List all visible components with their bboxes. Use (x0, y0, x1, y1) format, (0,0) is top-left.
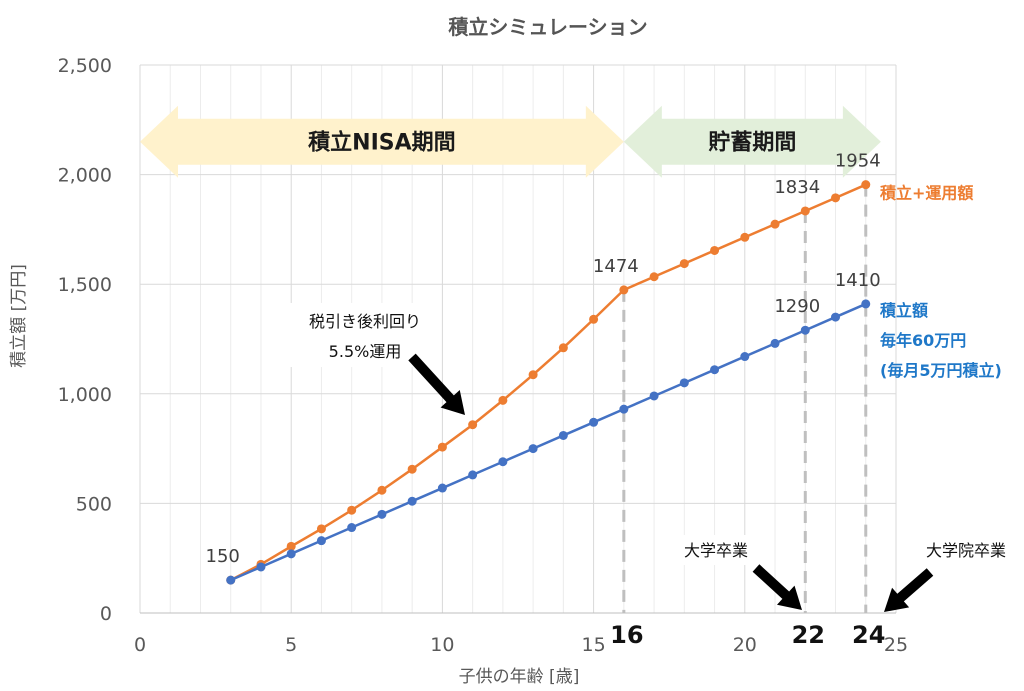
data-point-orange (770, 219, 780, 229)
x-tick-label: 15 (582, 634, 606, 656)
data-label: 1954 (835, 151, 881, 172)
x-axis-title: 子供の年齢 [歳] (459, 667, 580, 687)
data-point-blue (377, 509, 387, 519)
y-tick-label: 1,500 (58, 274, 112, 296)
series-line-orange (230, 183, 867, 582)
series-label-blue: 積立額 (879, 301, 928, 320)
data-label: 1834 (774, 177, 820, 198)
y-axis-title: 積立額 [万円] (9, 264, 29, 368)
data-point-blue (649, 391, 659, 401)
data-label: 150 (206, 546, 240, 567)
data-point-blue (740, 352, 750, 362)
data-point-orange (679, 259, 689, 269)
data-point-blue (226, 575, 236, 585)
grad-school-label-box (912, 535, 1020, 565)
data-point-blue (256, 562, 266, 572)
data-point-orange (468, 420, 478, 430)
data-point-blue (286, 549, 296, 559)
data-point-blue (528, 444, 538, 454)
data-point-blue (498, 457, 508, 467)
data-point-blue (710, 365, 720, 375)
x-tick-label-emphasized: 16 (610, 621, 643, 649)
data-point-blue (619, 404, 629, 414)
data-point-blue (407, 496, 417, 506)
y-tick-label: 0 (100, 603, 112, 625)
grad-school-label: 大学院卒業 (926, 541, 1006, 560)
graduation-label: 大学卒業 (684, 541, 748, 560)
band-arrow (623, 105, 881, 178)
data-point-blue (770, 338, 780, 348)
x-tick-label: 25 (884, 634, 908, 656)
data-label: 1410 (835, 270, 881, 291)
data-point-orange (800, 206, 810, 216)
chart-title: 積立シミュレーション (448, 15, 647, 39)
data-point-blue (316, 536, 326, 546)
data-point-orange (619, 285, 629, 295)
band-arrow (140, 105, 624, 178)
y-tick-label: 2,500 (58, 55, 112, 77)
data-point-orange (740, 232, 750, 242)
graduation-label-box (668, 535, 764, 565)
data-point-orange (437, 442, 447, 452)
x-tick-label: 0 (134, 634, 146, 656)
y-tick-label: 2,000 (58, 165, 112, 187)
data-point-orange (407, 464, 417, 474)
series-label-blue: (毎月5万円積立) (880, 361, 1002, 380)
arrow-return-note (408, 353, 465, 415)
data-point-orange (498, 395, 508, 405)
data-point-orange (710, 245, 720, 255)
data-point-blue (589, 417, 599, 427)
data-point-orange (558, 343, 568, 353)
data-point-orange (377, 485, 387, 495)
data-point-blue (679, 378, 689, 388)
data-point-orange (831, 193, 841, 203)
data-point-blue (437, 483, 447, 493)
data-point-blue (831, 312, 841, 322)
data-label: 1290 (774, 296, 820, 317)
arrow-graduation (752, 564, 802, 610)
data-point-orange (649, 272, 659, 282)
series-label-blue: 毎年60万円 (880, 331, 966, 350)
band-label: 貯蓄期間 (708, 130, 796, 156)
data-point-orange (589, 314, 599, 324)
data-point-orange (286, 541, 296, 551)
data-point-blue (558, 430, 568, 440)
data-point-blue (347, 523, 357, 533)
return-note-line: 5.5%運用 (329, 342, 402, 361)
y-tick-label: 500 (76, 493, 112, 515)
data-point-blue (861, 299, 871, 309)
series-label-orange: 積立+運用額 (879, 184, 973, 203)
data-point-blue (468, 470, 478, 480)
data-point-orange (347, 505, 357, 515)
data-point-orange (528, 370, 538, 380)
band-label: 積立NISA期間 (308, 130, 455, 156)
return-note-line: 税引き後利回り (309, 312, 421, 331)
data-label: 1474 (593, 256, 639, 277)
data-point-orange (316, 524, 326, 534)
y-tick-label: 1,000 (58, 384, 112, 406)
x-tick-label: 20 (733, 634, 757, 656)
data-point-blue (800, 325, 810, 335)
x-tick-label-emphasized: 24 (852, 621, 885, 649)
x-tick-label: 5 (285, 634, 297, 656)
series-line-blue (230, 302, 867, 582)
x-tick-label-emphasized: 22 (792, 621, 825, 649)
data-point-orange (861, 180, 871, 190)
arrow-grad-school (884, 568, 934, 612)
x-tick-label: 10 (430, 634, 454, 656)
